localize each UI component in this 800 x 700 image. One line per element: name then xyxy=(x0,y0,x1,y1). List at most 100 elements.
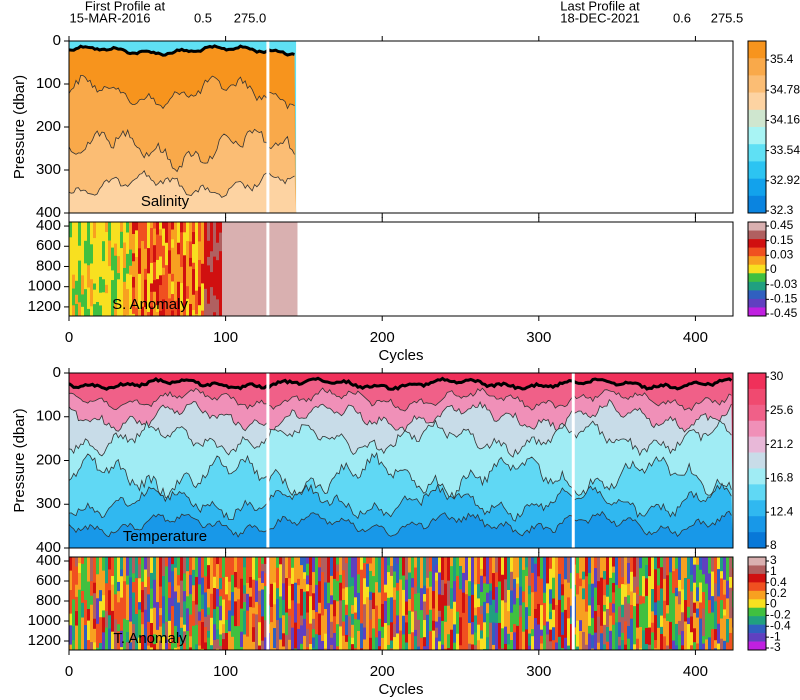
anomaly-cell xyxy=(255,580,259,603)
anomaly-cell xyxy=(660,633,664,650)
anomaly-cell xyxy=(225,298,229,306)
anomaly-cell xyxy=(291,276,295,300)
anomaly-cell xyxy=(183,290,187,308)
anomaly-cell xyxy=(405,614,409,623)
anomaly-cell xyxy=(477,584,481,599)
anomaly-cell xyxy=(372,557,376,577)
anomaly-cell xyxy=(99,292,103,306)
anomaly-cell xyxy=(165,566,169,594)
anomaly-cell xyxy=(141,581,145,591)
colorbar-swatch xyxy=(748,633,766,642)
anomaly-cell xyxy=(672,593,676,615)
anomaly-cell xyxy=(441,579,445,596)
anomaly-cell xyxy=(99,305,103,316)
colorbar-label: -0.45 xyxy=(770,306,798,320)
anomaly-cell xyxy=(129,577,133,599)
anomaly-cell xyxy=(102,261,106,280)
anomaly-cell xyxy=(228,222,232,236)
anomaly-cell xyxy=(153,262,157,281)
anomaly-cell xyxy=(534,563,538,593)
contour-line xyxy=(69,419,732,458)
anomaly-cell xyxy=(108,276,112,290)
anomaly-cell xyxy=(390,622,394,642)
anomaly-cell xyxy=(336,564,340,573)
anomaly-cell xyxy=(165,639,169,650)
anomaly-cell xyxy=(213,609,217,625)
anomaly-cell xyxy=(450,566,454,589)
anomaly-cell xyxy=(213,312,217,316)
anomaly-cell xyxy=(543,648,547,650)
anomaly-cell xyxy=(189,241,193,249)
anomaly-cell xyxy=(219,589,223,597)
anomaly-cell xyxy=(90,244,94,264)
anomaly-cell xyxy=(486,613,490,638)
anomaly-cell xyxy=(93,222,97,239)
anomaly-cell xyxy=(210,583,214,595)
anomaly-cell xyxy=(636,557,640,572)
anomaly-cell xyxy=(105,583,109,612)
anomaly-cell xyxy=(522,602,526,621)
anomaly-cell xyxy=(438,572,442,595)
anomaly-cell xyxy=(147,645,151,650)
anomaly-cell xyxy=(87,222,91,234)
anomaly-cell xyxy=(324,648,328,650)
anomaly-cell xyxy=(213,256,217,264)
anomaly-cell xyxy=(195,557,199,578)
anomaly-cell xyxy=(582,588,586,600)
anomaly-cell xyxy=(153,634,157,645)
anomaly-cell xyxy=(99,642,103,650)
anomaly-cell xyxy=(618,557,622,568)
anomaly-cell xyxy=(453,581,457,603)
anomaly-cell xyxy=(171,586,175,607)
colorbar-label: -0.4 xyxy=(770,618,791,632)
anomaly-cell xyxy=(222,222,226,246)
anomaly-cell xyxy=(153,310,157,316)
anomaly-cell xyxy=(468,622,472,645)
x-tick-label: 200 xyxy=(370,663,395,680)
anomaly-cell xyxy=(561,634,565,649)
anomaly-cell xyxy=(663,569,667,580)
anomaly-cell xyxy=(255,302,259,316)
anomaly-cell xyxy=(81,557,85,565)
first-profile-lat: 0.5 xyxy=(194,10,212,25)
anomaly-cell xyxy=(504,602,508,628)
anomaly-cell xyxy=(81,563,85,592)
anomaly-cell xyxy=(510,571,514,592)
anomaly-cell xyxy=(243,593,247,603)
anomaly-cell xyxy=(351,637,355,645)
anomaly-cell xyxy=(84,263,88,290)
anomaly-cell xyxy=(546,602,550,623)
anomaly-cell xyxy=(108,590,112,616)
anomaly-cell xyxy=(78,222,82,247)
anomaly-cell xyxy=(426,557,430,579)
anomaly-cell xyxy=(438,616,442,635)
anomaly-cell xyxy=(348,649,352,650)
anomaly-cell xyxy=(75,611,79,627)
anomaly-cell xyxy=(306,612,310,630)
anomaly-cell xyxy=(213,232,217,258)
anomaly-cell xyxy=(405,601,409,616)
colorbar-swatch xyxy=(748,516,766,533)
anomaly-cell xyxy=(324,618,328,635)
anomaly-cell xyxy=(630,644,634,650)
anomaly-cell xyxy=(174,557,178,569)
anomaly-cell xyxy=(660,567,664,590)
anomaly-cell xyxy=(249,301,253,314)
anomaly-cell xyxy=(354,597,358,614)
anomaly-cell xyxy=(114,274,118,292)
anomaly-cell xyxy=(606,557,610,586)
anomaly-cell xyxy=(126,222,130,233)
anomaly-cell xyxy=(150,557,154,574)
anomaly-cell xyxy=(525,607,529,630)
anomaly-cell xyxy=(207,607,211,616)
anomaly-cell xyxy=(393,637,397,650)
anomaly-cell xyxy=(84,599,88,626)
anomaly-cell xyxy=(210,593,214,619)
anomaly-cell xyxy=(408,634,412,650)
anomaly-cell xyxy=(210,287,214,308)
colorbar-label: 0.15 xyxy=(770,233,794,247)
anomaly-cell xyxy=(636,627,640,640)
anomaly-cell xyxy=(705,583,709,610)
anomaly-cell xyxy=(222,599,226,625)
anomaly-cell xyxy=(90,263,94,280)
